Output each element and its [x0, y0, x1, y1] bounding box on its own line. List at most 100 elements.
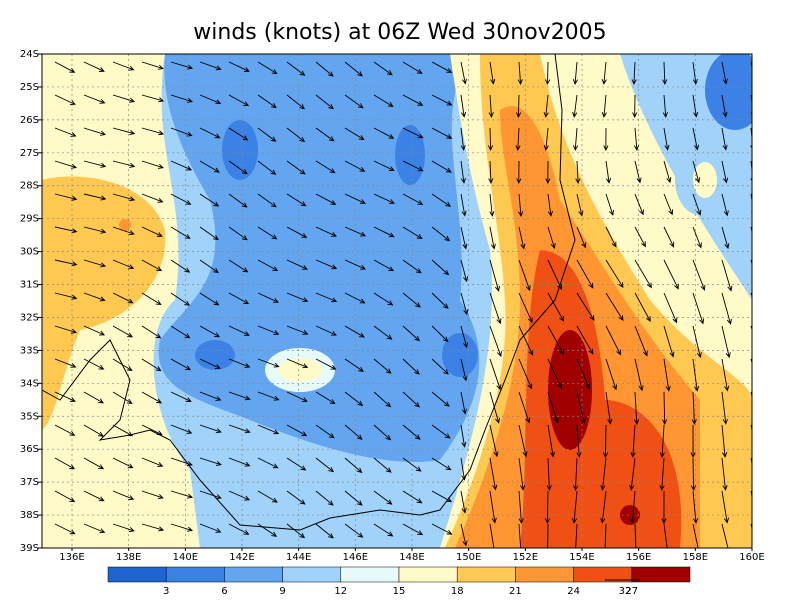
wind-arrow — [83, 127, 107, 136]
wind-arrow — [228, 490, 251, 501]
wind-arrow — [603, 127, 609, 152]
wind-arrow — [228, 193, 248, 208]
wind-arrow — [518, 226, 526, 250]
wind-arrow — [489, 490, 497, 524]
wind-arrow — [545, 61, 551, 86]
wind-arrow — [518, 391, 531, 424]
lat-label: 28S — [20, 181, 39, 192]
wind-arrow — [141, 259, 163, 272]
lat-label: 38S — [20, 510, 39, 521]
wind-arrow — [460, 457, 467, 481]
wind-arrow — [402, 490, 423, 504]
wind-arrow — [141, 292, 162, 306]
wind-arrow — [373, 292, 394, 306]
wind-arrow — [54, 391, 76, 402]
wind-arrow — [54, 94, 76, 105]
wind-arrow — [112, 193, 136, 202]
wind-arrow — [141, 127, 165, 136]
wind-arrow — [199, 193, 220, 207]
colorbar-label: 6 — [221, 586, 227, 597]
wind-arrow — [315, 226, 337, 237]
wind-arrow — [170, 160, 193, 171]
wind-arrow — [344, 292, 366, 304]
wind-arrow — [170, 424, 193, 434]
wind-arrow — [634, 160, 642, 184]
wind-arrow — [170, 358, 192, 371]
wind-arrow — [576, 193, 584, 217]
wind-arrow — [257, 127, 277, 142]
colorbar-swatch — [340, 566, 400, 583]
wind-arrow — [344, 160, 366, 172]
wind-arrow — [431, 61, 453, 73]
wind-arrow — [54, 424, 76, 436]
wind-arrow — [515, 94, 522, 119]
wind-arrow — [546, 457, 552, 492]
wind-arrow — [286, 226, 308, 238]
lon-label: 140E — [173, 552, 198, 563]
wind-arrow — [547, 259, 562, 290]
wind-arrow — [630, 424, 636, 458]
wind-arrow — [431, 226, 451, 242]
wind-arrow — [515, 127, 521, 151]
wind-arrow — [545, 160, 551, 185]
wind-arrow — [315, 391, 336, 405]
wind-arrow — [692, 523, 699, 548]
wind-arrow — [83, 226, 107, 234]
wind-arrow — [602, 424, 609, 459]
wind-arrow — [576, 424, 582, 458]
wind-arrow — [170, 292, 191, 306]
wind-arrow — [547, 292, 565, 322]
speed-region — [705, 54, 752, 130]
wind-arrow — [170, 490, 194, 499]
wind-arrow — [83, 358, 105, 370]
wind-arrow — [431, 193, 452, 207]
wind-arrow — [228, 457, 251, 467]
wind-arrow — [286, 193, 307, 207]
wind-arrow — [315, 292, 338, 303]
wind-arrow — [571, 490, 578, 524]
wind-arrow — [402, 259, 422, 274]
wind-arrow — [286, 292, 309, 303]
wind-arrow — [199, 160, 220, 173]
colorbar-label: 21 — [509, 586, 522, 597]
wind-arrow — [402, 424, 421, 440]
wind-arrow — [228, 292, 250, 305]
colorbar-label: 27 — [625, 586, 638, 597]
wind-arrow — [634, 193, 644, 216]
wind-arrow — [199, 523, 222, 533]
wind-arrow — [344, 94, 364, 109]
wind-arrow — [228, 160, 248, 175]
wind-arrow — [402, 325, 421, 342]
lat-label: 39S — [20, 543, 39, 554]
wind-arrow — [631, 61, 637, 86]
wind-arrow — [228, 325, 250, 336]
wind-arrow — [315, 193, 337, 205]
wind-arrow — [199, 424, 222, 434]
wind-arrow — [659, 424, 665, 458]
wind-arrow — [373, 61, 393, 76]
wind-arrow — [573, 457, 579, 491]
wind-arrow — [170, 325, 191, 339]
wind-arrow — [489, 358, 502, 391]
wind-arrow — [634, 391, 640, 425]
wind-arrow — [576, 292, 595, 321]
wind-arrow — [286, 160, 306, 175]
wind-arrow — [605, 193, 614, 216]
wind-arrow — [373, 457, 392, 473]
wind-arrow — [721, 94, 728, 118]
wind-arrow — [489, 61, 496, 85]
wind-arrow — [575, 160, 581, 185]
wind-arrow — [315, 490, 334, 506]
wind-arrow — [257, 424, 280, 435]
lat-label: 29S — [20, 214, 39, 225]
wind-arrow — [489, 259, 500, 292]
wind-arrow — [518, 523, 522, 548]
wind-arrow — [692, 61, 698, 85]
wind-arrow — [488, 160, 494, 185]
wind-arrow — [286, 424, 308, 437]
wind-arrow — [460, 160, 466, 184]
wind-arrow — [431, 490, 453, 503]
wind-arrow — [516, 160, 522, 185]
speed-region — [119, 219, 131, 231]
